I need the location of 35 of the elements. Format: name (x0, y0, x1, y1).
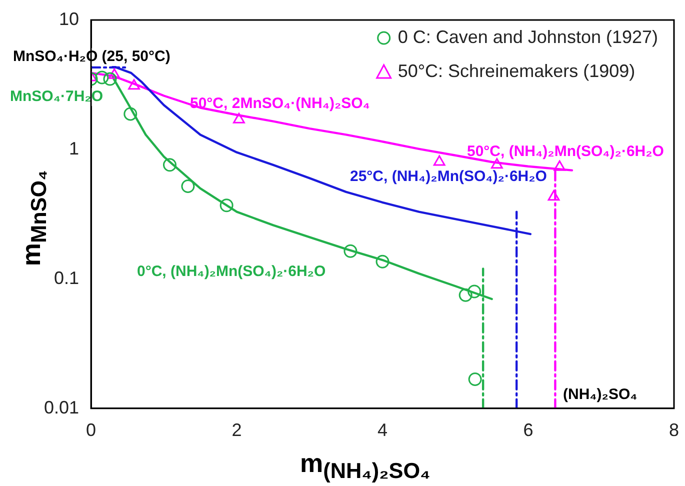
point (433, 155, 446, 166)
x-axis-title: m$_{(NH₄)₂SO₄}$ (300, 448, 430, 484)
point (548, 190, 560, 201)
x-tick-label: 0 (86, 420, 96, 440)
y-tick-label: 1 (69, 138, 80, 158)
point (468, 372, 482, 386)
point (124, 107, 138, 121)
point (103, 72, 117, 86)
point (554, 160, 566, 171)
legend-label: 50°C: Schreinemakers (1909) (398, 60, 636, 81)
point (344, 244, 358, 258)
point (468, 284, 482, 298)
point (233, 112, 245, 124)
x-tick-label: 2 (232, 420, 242, 440)
point (95, 70, 109, 84)
y-tick-label: 0.01 (44, 397, 80, 418)
annotation: 0°C, (NH₄)₂Mn(SO₄)₂·6H₂O (137, 263, 326, 280)
legend-label: 0 C: Caven and Johnston (1927) (398, 26, 658, 47)
point (458, 288, 472, 302)
x-tick-label: 6 (523, 420, 534, 440)
point (490, 158, 503, 169)
annotation: 50°C, 2MnSO₄·(NH₄)₂SO₄ (190, 95, 370, 112)
point (108, 68, 120, 79)
x-tick-label: 4 (378, 420, 388, 440)
point (220, 198, 234, 212)
point (162, 158, 176, 172)
annotation: (NH₄)₂SO₄ (563, 386, 638, 404)
point (181, 179, 195, 193)
x-tick-label: 8 (668, 420, 679, 440)
point (128, 79, 140, 90)
annotation: 25°C, (NH₄)₂Mn(SO₄)₂·6H₂O (350, 168, 548, 186)
y-tick-label: 10 (59, 8, 80, 29)
annotation: 50°C, (NH₄)₂Mn(SO₄)₂·6H₂O (467, 143, 664, 160)
y-tick-label: 0.1 (54, 268, 80, 288)
point (376, 254, 390, 268)
